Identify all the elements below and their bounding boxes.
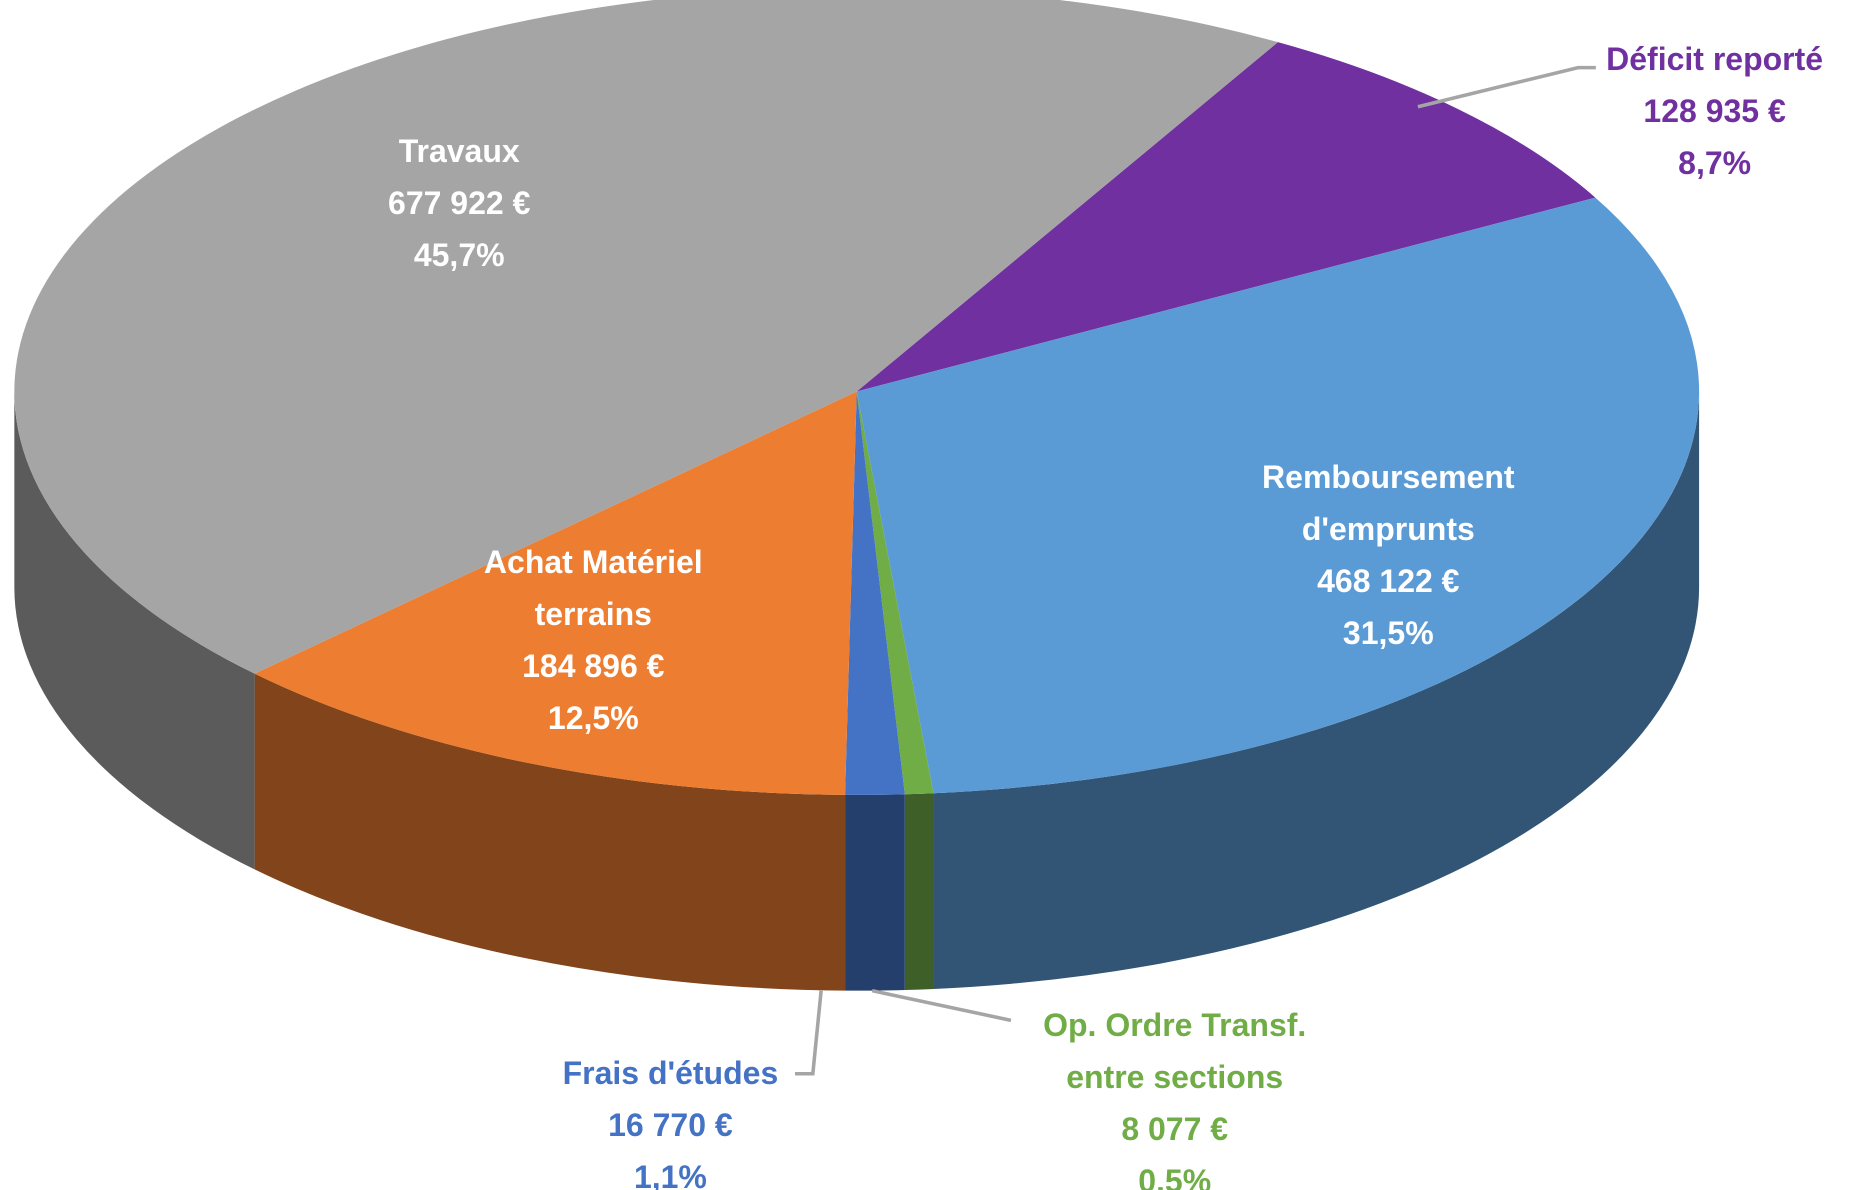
percent-label: 8,7% <box>1678 145 1752 182</box>
value-label: 468 122 € <box>1317 562 1460 599</box>
data-label: Frais d'études 16 770 € 1,1% <box>520 1047 820 1190</box>
category-label: Déficit reporté <box>1606 41 1824 78</box>
category-label: Frais d'études <box>562 1054 779 1091</box>
value-label: 128 935 € <box>1643 93 1786 130</box>
percent-label: 1,1% <box>633 1158 707 1190</box>
slice-side <box>933 391 1700 989</box>
percent-label: 31,5% <box>1342 614 1434 651</box>
category-label: Travaux <box>398 132 520 169</box>
value-label: 184 896 € <box>522 648 665 685</box>
slice-side <box>14 391 255 870</box>
category-label: Achat Matériel terrains <box>483 544 703 633</box>
value-label: 8 077 € <box>1121 1111 1229 1148</box>
data-label: Remboursement d'emprunts 468 122 € 31,5% <box>1223 451 1553 659</box>
slice <box>856 391 934 795</box>
data-label: Achat Matériel terrains 184 896 € 12,5% <box>443 536 743 744</box>
value-label: 677 922 € <box>388 184 531 221</box>
slice-side <box>254 673 846 991</box>
slice <box>254 391 857 795</box>
slice <box>14 0 1278 674</box>
data-label: Op. Ordre Transf. entre sections 8 077 € 0… <box>1005 999 1345 1190</box>
leader-line <box>871 988 1012 1023</box>
data-label: Déficit reporté 128 935 € 8,7% <box>1575 33 1855 189</box>
slice <box>856 42 1596 392</box>
data-label: Travaux 677 922 € 45,7% <box>309 125 609 281</box>
slice-side <box>845 794 905 991</box>
category-label: Remboursement d'emprunts <box>1262 458 1515 547</box>
percent-label: 0,5% <box>1138 1163 1212 1190</box>
slice <box>845 391 905 795</box>
category-label: Op. Ordre Transf. entre sections <box>1043 1007 1307 1096</box>
percent-label: 45,7% <box>413 236 505 273</box>
value-label: 16 770 € <box>608 1106 733 1143</box>
slice <box>856 197 1700 794</box>
leader-line <box>795 990 823 1076</box>
slice-side <box>904 793 934 991</box>
percent-label: 12,5% <box>547 700 639 737</box>
leader-line <box>1417 65 1596 109</box>
